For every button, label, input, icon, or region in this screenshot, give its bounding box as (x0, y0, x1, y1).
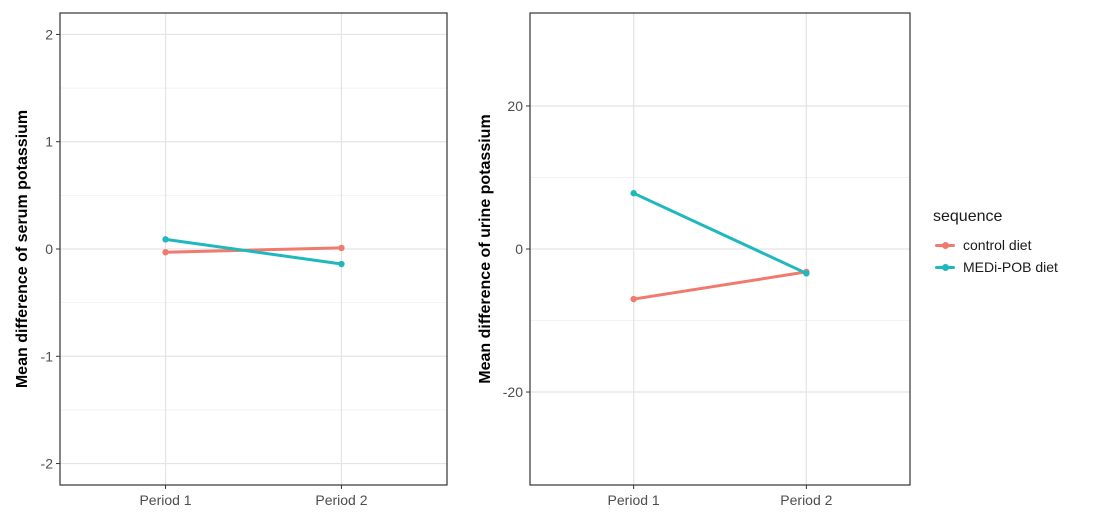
x-tick-label: Period 2 (780, 492, 832, 508)
data-point-control-diet (630, 295, 637, 303)
data-point-medi-pob-diet (338, 260, 345, 268)
series-line-medi-pob-diet (632, 191, 808, 275)
x-tick-label: Period 1 (608, 492, 660, 508)
data-point-medi-pob-diet (803, 270, 810, 277)
series-line-medi-pob-diet (164, 237, 343, 266)
legend-key-control-diet (933, 238, 957, 252)
y-axis-title: Mean difference of urine potassium (477, 114, 494, 383)
y-tick-label: 2 (45, 26, 53, 42)
x-tick-label: Period 1 (139, 492, 191, 508)
legend-item-medi-pob-diet: MEDi-POB diet (933, 256, 1058, 278)
legend: sequence control diet MEDi-POB diet (933, 208, 1058, 278)
y-tick-label: 1 (45, 134, 53, 150)
legend-label-medi-pob-diet: MEDi-POB diet (963, 259, 1058, 275)
y-tick-label: 20 (507, 98, 523, 114)
data-point-medi-pob-diet (162, 236, 169, 243)
series-line-control-diet (632, 270, 808, 301)
y-tick-label: -1 (41, 348, 54, 364)
x-tick-label: Period 2 (315, 492, 367, 508)
data-point-medi-pob-diet (630, 190, 637, 197)
y-tick-label: -20 (503, 384, 523, 400)
legend-label-control-diet: control diet (963, 237, 1032, 253)
legend-item-control-diet: control diet (933, 234, 1058, 256)
series-line-control-diet (164, 246, 343, 254)
data-point-control-diet (162, 249, 169, 256)
legend-title: sequence (933, 208, 1003, 225)
y-tick-label: -2 (41, 456, 54, 472)
y-tick-label: 0 (515, 241, 523, 257)
y-axis-title: Mean difference of serum potassium (14, 110, 31, 388)
legend-key-medi-pob-diet (933, 260, 957, 274)
data-point-control-diet (338, 244, 345, 252)
y-tick-label: 0 (45, 241, 53, 257)
